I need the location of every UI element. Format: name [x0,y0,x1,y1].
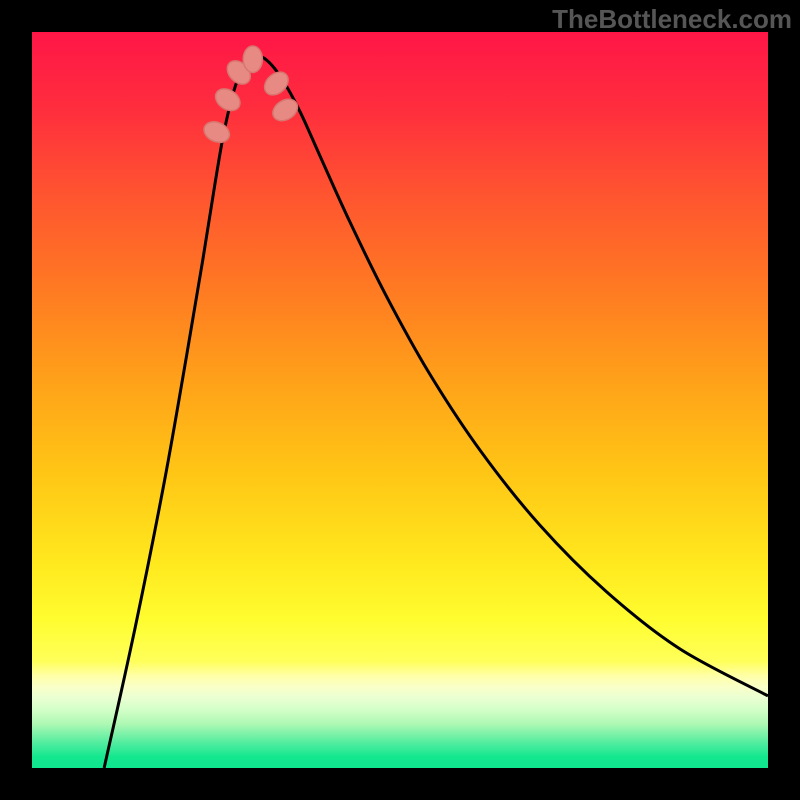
plot-area [32,32,768,768]
gradient-background [32,32,768,768]
watermark-text: TheBottleneck.com [552,4,792,35]
chart-svg [32,32,768,768]
marker-point [243,46,262,72]
